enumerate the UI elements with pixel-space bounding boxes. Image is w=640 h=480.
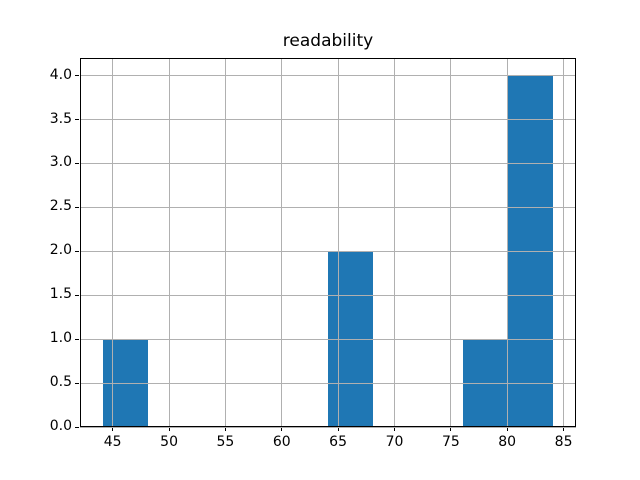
y-tick-label: 0.0 [49, 418, 72, 434]
x-gridline [168, 58, 170, 427]
chart-title: readability [282, 31, 374, 51]
x-gridline [563, 58, 565, 427]
y-gridline [80, 426, 576, 428]
x-tick [506, 427, 508, 431]
y-gridline [80, 294, 576, 296]
x-tick-label: 60 [272, 434, 291, 450]
grid-layer [80, 58, 576, 428]
y-tick [75, 382, 79, 384]
x-gridline [450, 58, 452, 427]
y-tick [75, 338, 79, 340]
y-gridline [80, 206, 576, 208]
x-tick-label: 45 [103, 434, 122, 450]
x-tick-label: 80 [498, 434, 517, 450]
y-tick [75, 250, 79, 252]
x-tick-label: 50 [160, 434, 179, 450]
y-tick [75, 75, 79, 77]
x-gridline [112, 58, 114, 427]
y-gridline [80, 382, 576, 384]
y-gridline [80, 338, 576, 340]
y-tick-label: 3.5 [49, 110, 72, 127]
x-tick [394, 427, 395, 431]
x-tick [281, 427, 283, 431]
x-tick-label: 75 [441, 434, 460, 450]
y-gridline [80, 75, 576, 77]
x-gridline [281, 58, 283, 427]
x-gridline [224, 58, 226, 427]
y-tick [75, 426, 79, 428]
x-tick-label: 65 [329, 434, 348, 450]
x-gridline [337, 58, 339, 427]
y-tick-label: 1.0 [49, 330, 72, 347]
x-tick [168, 427, 170, 431]
y-tick [75, 119, 79, 120]
y-tick-label: 2.5 [49, 198, 72, 215]
x-tick-label: 85 [554, 434, 573, 450]
x-gridline [394, 58, 395, 427]
y-tick-label: 0.5 [49, 374, 72, 391]
x-tick [337, 427, 339, 431]
y-tick-label: 2.0 [49, 242, 72, 259]
y-gridline [80, 162, 576, 164]
x-tick [563, 427, 565, 431]
x-tick [224, 427, 226, 431]
y-tick [75, 206, 79, 208]
x-gridline [506, 58, 508, 427]
y-tick-label: 3.0 [49, 154, 72, 171]
x-tick [450, 427, 452, 431]
y-tick [75, 162, 79, 164]
y-gridline [80, 119, 576, 120]
y-tick-label: 1.5 [49, 286, 72, 303]
x-tick [112, 427, 114, 431]
x-tick-label: 55 [216, 434, 235, 450]
y-gridline [80, 250, 576, 252]
x-tick-label: 70 [385, 434, 404, 450]
plot-area [80, 58, 576, 428]
y-tick-label: 4.0 [49, 66, 72, 83]
y-tick [75, 294, 79, 296]
